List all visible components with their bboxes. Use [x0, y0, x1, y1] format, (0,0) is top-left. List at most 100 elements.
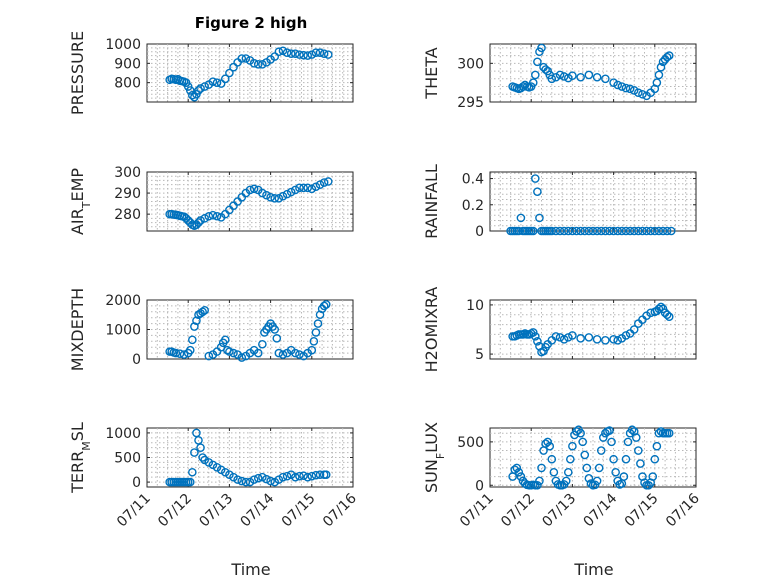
data-point	[258, 188, 267, 198]
data-point	[582, 463, 592, 473]
data-point	[584, 333, 594, 342]
data-point	[194, 218, 203, 227]
x-tick-label: 07/15	[279, 491, 319, 531]
data-point	[541, 65, 550, 74]
data-point	[533, 187, 542, 196]
data-point	[299, 471, 308, 480]
data-point	[303, 183, 312, 193]
data-point	[654, 226, 664, 236]
data-point	[654, 428, 664, 438]
data-point	[323, 177, 333, 186]
data-point	[192, 428, 201, 438]
data-point	[249, 59, 259, 68]
data-point	[200, 214, 209, 223]
data-point	[185, 86, 195, 95]
y-tick-label: 280	[114, 207, 141, 223]
data-point	[664, 312, 674, 322]
data-point	[303, 51, 312, 60]
y-tick-label: 300	[457, 56, 484, 72]
data-point	[311, 328, 321, 337]
data-point	[629, 86, 639, 95]
data-point	[188, 90, 197, 100]
data-point	[307, 50, 317, 59]
data-point	[576, 72, 585, 82]
data-point	[533, 336, 542, 346]
data-point	[200, 82, 209, 91]
data-point	[315, 180, 325, 189]
data-point	[535, 213, 544, 223]
data-point	[584, 70, 594, 80]
data-point	[262, 190, 271, 200]
data-point	[278, 191, 288, 201]
data-point	[596, 226, 606, 236]
data-point	[592, 226, 602, 236]
grid-lines	[490, 428, 696, 487]
data-point	[650, 454, 660, 464]
data-point	[613, 80, 623, 90]
data-point	[245, 185, 255, 195]
data-point	[599, 433, 608, 442]
data-point	[596, 446, 606, 455]
data-point	[270, 325, 280, 334]
data-point	[225, 347, 234, 356]
data-point	[654, 70, 664, 80]
data-point	[617, 82, 627, 91]
data-point	[568, 331, 577, 340]
figure-title: Figure 2 high	[195, 14, 308, 32]
x-tick-label: 07/16	[663, 490, 703, 530]
data-point	[311, 470, 321, 480]
data-point	[572, 427, 581, 436]
grid-lines	[490, 172, 696, 231]
data-point	[588, 226, 598, 236]
data-point	[514, 467, 524, 477]
data-point	[249, 184, 259, 194]
data-point	[171, 348, 181, 358]
data-point	[584, 474, 594, 483]
data-point	[194, 435, 203, 445]
data-point	[609, 454, 618, 464]
data-point	[278, 350, 288, 359]
data-series	[508, 425, 674, 490]
grid-lines	[147, 44, 353, 102]
subplot-terr-msl: 0 500 1000 TERRMSL 07/11 07/12 07/13 07/14 07/15…	[68, 422, 360, 579]
data-point	[566, 454, 575, 464]
data-point	[601, 336, 610, 345]
data-point	[636, 459, 645, 468]
data-point	[662, 310, 672, 320]
y-tick-label: 800	[114, 76, 141, 92]
data-point	[315, 48, 325, 58]
data-point	[282, 189, 292, 199]
data-point	[185, 477, 195, 487]
data-point	[627, 425, 637, 435]
data-point	[631, 433, 641, 442]
data-point	[188, 467, 197, 477]
data-point	[311, 182, 321, 192]
data-series	[508, 43, 674, 101]
data-point	[291, 49, 300, 58]
data-point	[258, 472, 267, 482]
data-series	[508, 302, 674, 357]
data-point	[601, 226, 610, 236]
subplot-h2omixra: 5 10 H2OMIXRA	[422, 287, 697, 372]
data-point	[309, 336, 319, 346]
data-point	[295, 350, 304, 359]
data-point	[584, 226, 594, 236]
data-point	[563, 467, 573, 477]
y-tick-label: 0.4	[462, 172, 484, 188]
data-point	[578, 437, 588, 447]
data-point	[559, 72, 569, 81]
data-point	[531, 332, 540, 341]
data-point	[270, 52, 280, 61]
data-point	[514, 226, 524, 236]
data-point	[572, 226, 581, 236]
data-point	[592, 72, 602, 82]
x-tick-label: 07/15	[622, 491, 662, 531]
data-point	[658, 226, 668, 236]
data-point	[654, 304, 664, 314]
data-point	[531, 70, 540, 80]
y-tick-label: 295	[457, 95, 484, 111]
x-tick-label: 07/14	[581, 490, 621, 530]
x-tick-label: 07/12	[155, 491, 195, 531]
data-point	[319, 178, 329, 187]
